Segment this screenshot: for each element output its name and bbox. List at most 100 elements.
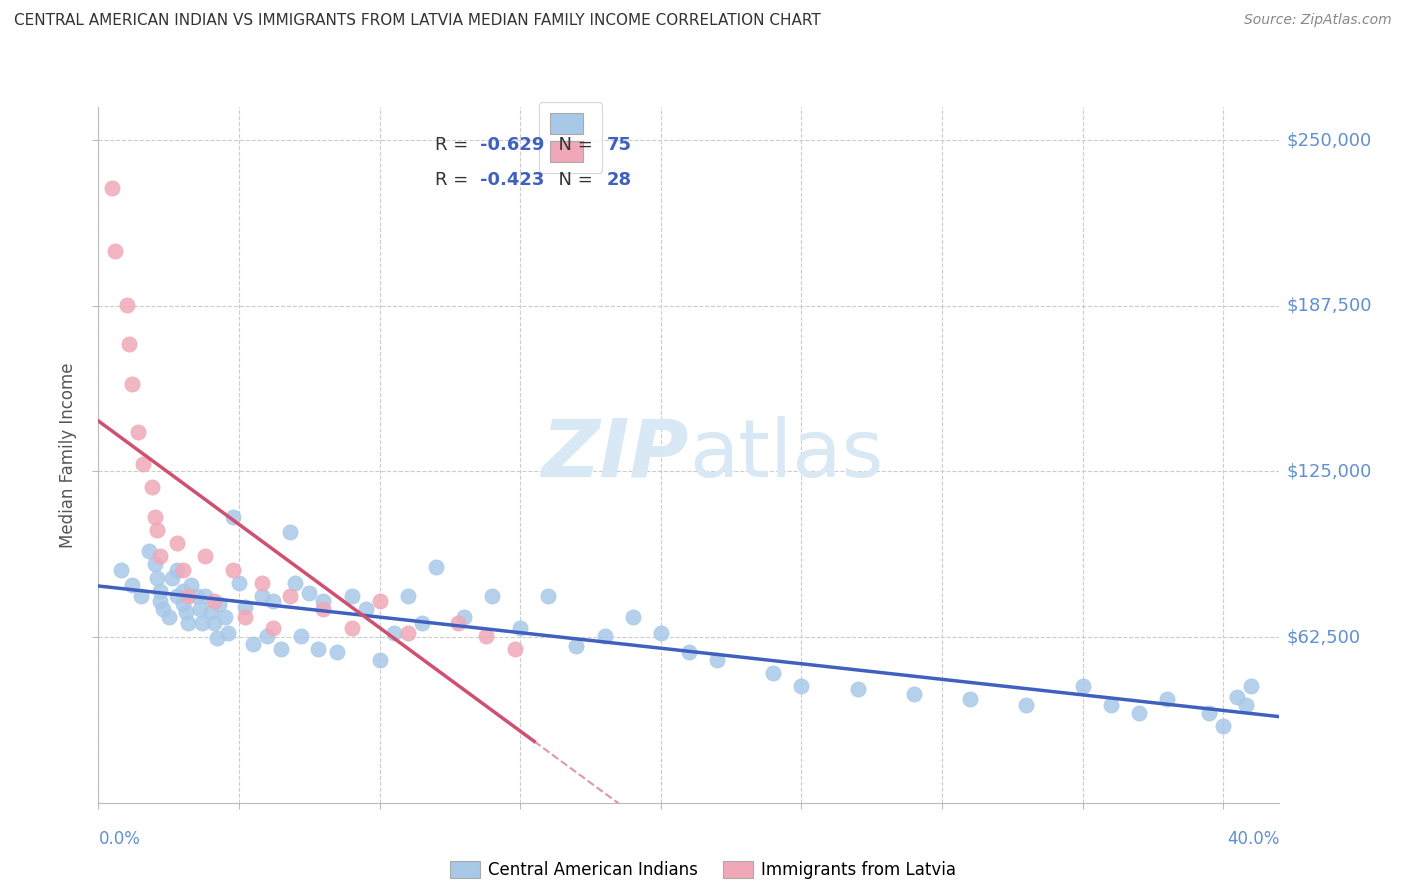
Y-axis label: Median Family Income: Median Family Income <box>59 362 77 548</box>
Text: atlas: atlas <box>689 416 883 494</box>
Point <box>166 563 188 577</box>
Point <box>121 377 143 392</box>
Point <box>326 645 349 659</box>
Point <box>115 297 138 311</box>
Point <box>1156 692 1178 706</box>
Point <box>233 610 256 624</box>
Point <box>110 563 132 577</box>
Point <box>217 626 239 640</box>
Point <box>411 615 433 630</box>
Point <box>146 570 169 584</box>
Point <box>202 594 225 608</box>
Point <box>174 605 197 619</box>
Point <box>312 594 335 608</box>
Point <box>1128 706 1150 720</box>
Text: 28: 28 <box>606 171 631 189</box>
Text: 40.0%: 40.0% <box>1227 830 1279 847</box>
Text: -0.629: -0.629 <box>479 136 544 154</box>
Point <box>447 615 470 630</box>
Point <box>194 549 217 564</box>
Point <box>200 605 222 619</box>
Point <box>396 589 419 603</box>
Text: $125,000: $125,000 <box>1286 462 1372 481</box>
Point <box>146 523 169 537</box>
Text: CENTRAL AMERICAN INDIAN VS IMMIGRANTS FROM LATVIA MEDIAN FAMILY INCOME CORRELATI: CENTRAL AMERICAN INDIAN VS IMMIGRANTS FR… <box>14 13 821 29</box>
Point <box>256 629 278 643</box>
Point <box>152 602 174 616</box>
Point <box>368 594 391 608</box>
Point <box>307 642 329 657</box>
Text: N =: N = <box>547 171 599 189</box>
Point <box>143 558 166 572</box>
Point <box>368 653 391 667</box>
Point <box>509 621 531 635</box>
Text: Source: ZipAtlas.com: Source: ZipAtlas.com <box>1244 13 1392 28</box>
Point <box>1198 706 1220 720</box>
Point <box>166 589 188 603</box>
Point <box>157 610 180 624</box>
Point <box>228 575 250 590</box>
Text: $187,500: $187,500 <box>1286 297 1372 315</box>
Point <box>194 589 217 603</box>
Legend: Central American Indians, Immigrants from Latvia: Central American Indians, Immigrants fro… <box>450 861 956 880</box>
Point <box>354 602 377 616</box>
Legend: , : , <box>540 103 602 173</box>
Point <box>172 563 194 577</box>
Point <box>177 589 200 603</box>
Point <box>1212 719 1234 733</box>
Text: 0.0%: 0.0% <box>98 830 141 847</box>
Text: R =: R = <box>434 171 474 189</box>
Text: 75: 75 <box>606 136 631 154</box>
Point <box>475 629 498 643</box>
Point <box>149 583 172 598</box>
Point <box>101 181 124 195</box>
Point <box>621 610 644 624</box>
Point <box>242 637 264 651</box>
Point <box>129 589 152 603</box>
Point <box>177 615 200 630</box>
Point <box>262 594 284 608</box>
Point <box>202 615 225 630</box>
Point <box>138 544 160 558</box>
Text: ZIP: ZIP <box>541 416 689 494</box>
Point <box>141 480 163 494</box>
Point <box>846 681 869 696</box>
Point <box>205 632 228 646</box>
Point <box>706 653 728 667</box>
Point <box>790 679 813 693</box>
Point <box>593 629 616 643</box>
Point <box>1015 698 1038 712</box>
Point <box>127 425 149 439</box>
Point <box>208 597 231 611</box>
Point <box>214 610 236 624</box>
Point <box>278 525 301 540</box>
Point <box>104 244 127 259</box>
Text: N =: N = <box>547 136 599 154</box>
Point <box>503 642 526 657</box>
Point <box>678 645 700 659</box>
Point <box>250 575 273 590</box>
Point <box>298 586 321 600</box>
Point <box>1226 690 1249 704</box>
Point <box>1071 679 1094 693</box>
Text: $250,000: $250,000 <box>1286 131 1372 149</box>
Point <box>180 578 202 592</box>
Point <box>278 589 301 603</box>
Point <box>166 536 188 550</box>
Point <box>284 575 307 590</box>
Point <box>565 640 588 654</box>
Point <box>425 560 447 574</box>
Point <box>1240 679 1263 693</box>
Text: -0.423: -0.423 <box>479 171 544 189</box>
Point <box>262 621 284 635</box>
Point <box>312 602 335 616</box>
Point <box>453 610 475 624</box>
Point <box>382 626 405 640</box>
Text: R =: R = <box>434 136 474 154</box>
Point <box>172 583 194 598</box>
Point <box>233 599 256 614</box>
Point <box>149 594 172 608</box>
Point <box>290 629 312 643</box>
Point <box>188 602 211 616</box>
Point <box>222 509 245 524</box>
